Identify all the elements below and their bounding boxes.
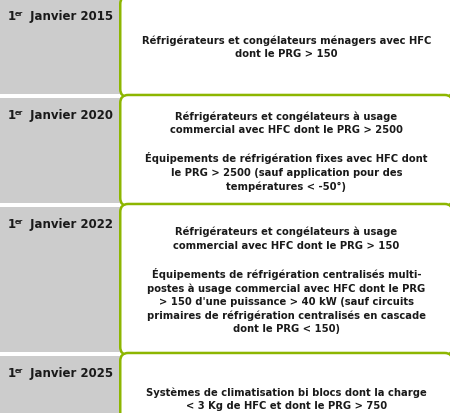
Text: 1: 1 [8,218,16,230]
Text: er: er [15,11,23,17]
Text: Janvier 2025: Janvier 2025 [26,366,113,379]
Text: Janvier 2015: Janvier 2015 [26,10,113,23]
Text: Janvier 2022: Janvier 2022 [26,218,113,230]
FancyBboxPatch shape [0,352,450,356]
FancyBboxPatch shape [0,0,450,95]
Text: er: er [15,367,23,373]
FancyBboxPatch shape [0,95,450,99]
FancyBboxPatch shape [120,204,450,355]
Text: er: er [15,218,23,224]
Text: 1: 1 [8,10,16,23]
FancyBboxPatch shape [0,207,450,352]
Text: Réfrigérateurs et congélateurs à usage
commercial avec HFC dont le PRG > 150

Éq: Réfrigérateurs et congélateurs à usage c… [147,226,426,333]
Text: Réfrigérateurs et congélateurs ménagers avec HFC
dont le PRG > 150: Réfrigérateurs et congélateurs ménagers … [142,36,431,59]
FancyBboxPatch shape [120,0,450,98]
FancyBboxPatch shape [0,356,450,413]
Text: Janvier 2020: Janvier 2020 [26,109,113,122]
Text: Systèmes de climatisation bi blocs dont la charge
< 3 Kg de HFC et dont le PRG >: Systèmes de climatisation bi blocs dont … [146,387,427,411]
Text: Réfrigérateurs et congélateurs à usage
commercial avec HFC dont le PRG > 2500

É: Réfrigérateurs et congélateurs à usage c… [145,111,428,191]
FancyBboxPatch shape [0,99,450,204]
Text: 1: 1 [8,109,16,122]
FancyBboxPatch shape [0,204,450,207]
FancyBboxPatch shape [120,96,450,206]
Text: 1: 1 [8,366,16,379]
FancyBboxPatch shape [120,353,450,413]
Text: er: er [15,110,23,116]
